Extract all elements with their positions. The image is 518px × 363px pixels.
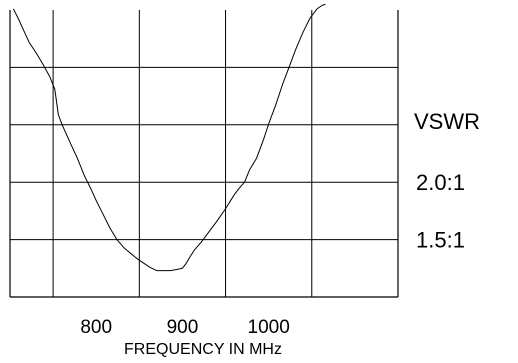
y-tick-label: 1.5:1 bbox=[416, 228, 465, 253]
plot-frame bbox=[9, 10, 399, 298]
series-line-vswr bbox=[12, 3, 326, 272]
x-tick-label: 900 bbox=[167, 317, 199, 338]
y-tick-label: 2.0:1 bbox=[416, 170, 465, 195]
series-layer bbox=[12, 3, 326, 272]
x-tick-labels: 800 900 1000 bbox=[80, 317, 289, 338]
y-axis-title: VSWR bbox=[414, 109, 480, 134]
x-tick-label: 1000 bbox=[248, 317, 290, 338]
grid-layer bbox=[10, 10, 398, 297]
x-tick-label: 800 bbox=[80, 317, 112, 338]
x-axis-title: FREQUENCY IN MHz bbox=[124, 341, 282, 358]
y-tick-labels: 1.5:1 2.0:1 bbox=[416, 170, 465, 252]
